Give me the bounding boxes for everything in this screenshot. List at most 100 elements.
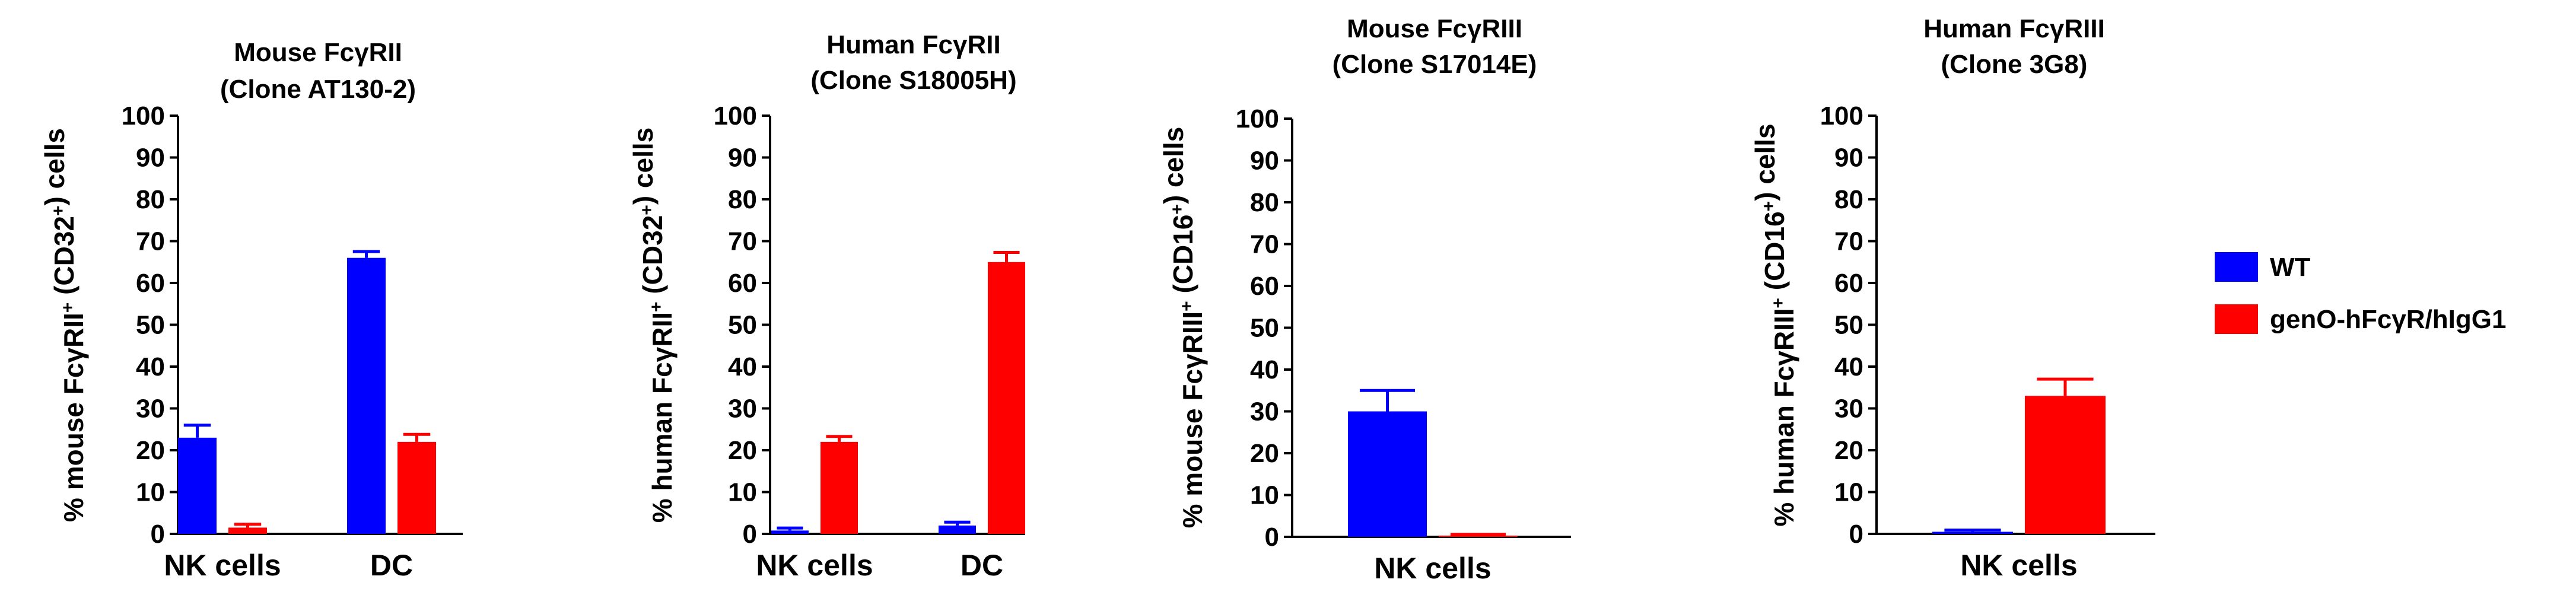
y-tick-label: 90	[1250, 147, 1279, 176]
y-tick-label: 90	[1834, 144, 1863, 173]
legend-label-wt: WT	[2270, 253, 2311, 282]
y-label-text: ) cells	[39, 128, 70, 205]
y-tick-label: 0	[151, 520, 165, 549]
bar-dc-wt	[347, 257, 386, 534]
y-tick-label: 70	[136, 227, 165, 256]
x-category-label: NK cells	[756, 549, 873, 582]
bar-nk-cells-wt	[178, 437, 217, 534]
chart-title-line: Human FcγRII	[826, 30, 1000, 59]
y-label-superscript: +	[49, 205, 68, 216]
y-tick-label: 90	[136, 144, 165, 173]
legend-swatch-geno	[2215, 304, 2258, 334]
chart-title-line: Human FcγRIII	[1923, 14, 2105, 43]
y-tick-label: 60	[1250, 272, 1279, 301]
x-category-label: NK cells	[1374, 552, 1491, 585]
y-tick-label: 30	[1834, 394, 1863, 424]
legend-swatch-wt	[2215, 252, 2258, 282]
chart-panel-4: Human FcγRIII (Clone 3G8) 0 10 20 30 40 50 60 70 8…	[1750, 14, 2155, 582]
y-tick-label: 90	[728, 144, 757, 173]
bar-nk-cells-geno	[1439, 535, 1518, 537]
bar-nk-cells-geno	[228, 527, 267, 534]
y-tick-label: 70	[1834, 227, 1863, 256]
y-label-superscript: +	[637, 205, 657, 215]
y-tick-label: 80	[1250, 188, 1279, 217]
chart-panel-2: Human FcγRII (Clone S18005H) 0 10 20 30 40 50 60…	[628, 30, 1025, 582]
y-tick-label: 70	[728, 227, 757, 256]
y-label-text: % mouse FcγRII	[58, 313, 89, 522]
y-tick-label: 100	[714, 101, 757, 131]
legend: WT genO-hFcγR/hIgG1	[2215, 252, 2506, 334]
y-tick-label: 0	[743, 520, 757, 549]
y-axis-label: % mouse FcγRIII+ (CD16+) cells	[1158, 127, 1208, 529]
y-tick-label: 0	[1265, 523, 1279, 552]
y-tick-label: 30	[1250, 397, 1279, 427]
y-label-text: (CD16	[1168, 215, 1198, 301]
y-tick-label: 50	[136, 311, 165, 340]
x-category-label: NK cells	[164, 549, 281, 582]
y-tick-label: 100	[122, 101, 165, 131]
y-label-text: (CD32	[49, 216, 79, 303]
y-tick-label: 70	[1250, 230, 1279, 259]
bar-nk-cells-wt	[771, 530, 809, 534]
y-tick-label: 10	[1834, 478, 1863, 507]
y-axis-label: % mouse FcγRII+ (CD32+) cells	[39, 128, 89, 522]
y-tick-label: 80	[728, 185, 757, 214]
bar-dc-geno	[988, 262, 1025, 534]
x-category-label: NK cells	[1960, 549, 2077, 582]
y-axis-label: % human FcγRIII+ (CD16+) cells	[1750, 123, 1799, 526]
y-label-text: (CD16	[1759, 211, 1790, 298]
y-tick-label: 30	[136, 394, 165, 424]
x-category-label: DC	[961, 549, 1003, 582]
chart-panels: Mouse FcγRII (Clone AT130-2) 0 10 20 30 40 50 60…	[39, 14, 2155, 585]
y-tick-label: 40	[136, 352, 165, 381]
y-tick-label: 10	[728, 478, 757, 507]
legend-label-geno: genO-hFcγR/hIgG1	[2270, 305, 2506, 334]
y-tick-label: 50	[728, 311, 757, 340]
chart-panel-3: Mouse FcγRIII (Clone S17014E) 0 10 20 30 40 50 6…	[1158, 14, 1571, 585]
y-tick-label: 50	[1250, 314, 1279, 343]
y-tick-label: 20	[1834, 436, 1863, 465]
bar-dc-geno	[397, 441, 436, 534]
y-label-text: ) cells	[628, 128, 659, 205]
chart-title-line: (Clone 3G8)	[1941, 50, 2088, 79]
y-tick-label: 40	[1250, 355, 1279, 384]
chart-panel-1: Mouse FcγRII (Clone AT130-2) 0 10 20 30 40 50 60…	[39, 38, 463, 582]
y-tick-label: 20	[1250, 439, 1279, 468]
y-label-superscript: +	[1177, 301, 1197, 311]
y-label-superscript: +	[647, 301, 666, 312]
chart-title-line: (Clone S17014E)	[1332, 50, 1537, 79]
chart-title-line: (Clone S18005H)	[810, 66, 1016, 95]
y-label-superscript: +	[1759, 201, 1779, 212]
bar-dc-wt	[939, 525, 976, 534]
bar-nk-cells-wt	[1348, 411, 1427, 537]
y-label-superscript: +	[1769, 298, 1788, 308]
y-label-text: ) cells	[1750, 123, 1780, 201]
y-tick-label: 60	[136, 269, 165, 298]
y-axis-label: % human FcγRII+ (CD32+) cells	[628, 128, 678, 523]
y-tick-label: 20	[728, 436, 757, 465]
y-tick-label: 0	[1849, 520, 1863, 549]
y-tick-label: 30	[728, 394, 757, 424]
bar-nk-cells-geno	[820, 441, 858, 534]
chart-title-line: (Clone AT130-2)	[220, 75, 416, 104]
y-tick-label: 60	[728, 269, 757, 298]
y-tick-label: 40	[1834, 352, 1863, 381]
y-label-superscript: +	[58, 303, 78, 313]
y-label-text: (CD32	[637, 215, 668, 302]
y-tick-label: 40	[728, 352, 757, 381]
chart-title-line: Mouse FcγRII	[234, 38, 402, 67]
y-tick-label: 20	[136, 436, 165, 465]
chart-title-line: Mouse FcγRIII	[1347, 14, 1522, 43]
x-category-label: DC	[370, 549, 413, 582]
y-label-text: ) cells	[1158, 127, 1189, 204]
y-tick-label: 80	[136, 185, 165, 214]
y-tick-label: 80	[1834, 185, 1863, 214]
y-label-superscript: +	[1168, 204, 1187, 215]
y-tick-label: 100	[1236, 104, 1279, 133]
y-tick-label: 50	[1834, 311, 1863, 340]
y-label-text: % human FcγRII	[647, 312, 678, 523]
y-tick-label: 100	[1820, 101, 1863, 131]
y-label-text: % human FcγRIII	[1769, 308, 1799, 527]
bar-nk-cells-wt	[1932, 532, 2013, 534]
